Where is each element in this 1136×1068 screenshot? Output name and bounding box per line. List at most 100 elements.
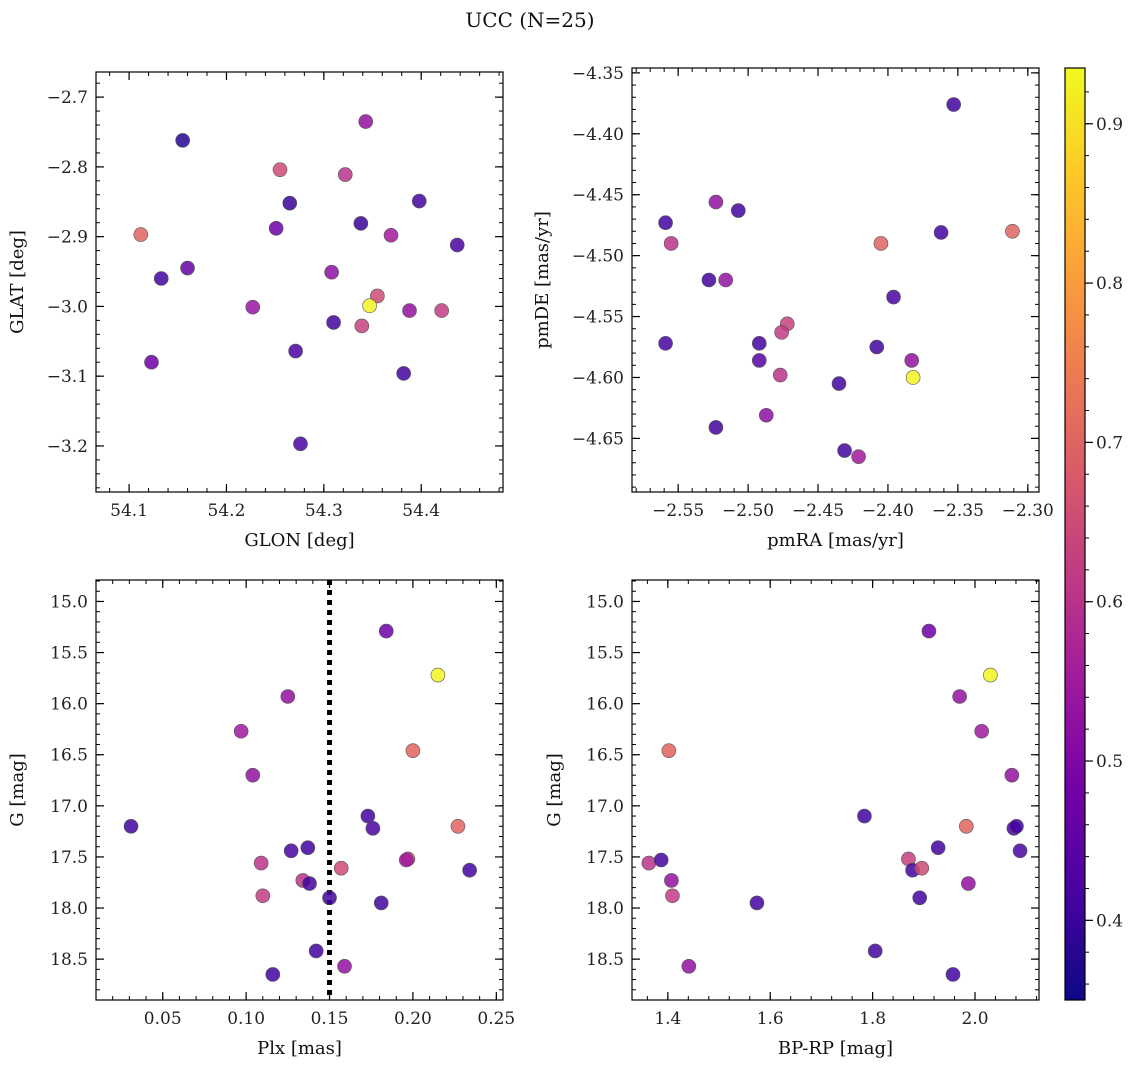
data-point <box>396 366 411 381</box>
x-tick-label: 0.10 <box>227 1009 265 1029</box>
data-point <box>353 216 369 231</box>
y-tick-label: −4.60 <box>572 368 624 388</box>
y-axis-label: pmDE [mas/yr] <box>532 211 553 349</box>
data-point <box>180 260 195 276</box>
data-point <box>867 943 883 959</box>
data-point <box>946 97 961 112</box>
x-tick-label: −2.45 <box>792 501 844 521</box>
data-point <box>322 890 337 906</box>
data-point <box>365 821 381 836</box>
x-tick-label: −2.30 <box>1002 501 1054 521</box>
y-axis-label: G [mag] <box>7 753 28 826</box>
data-point <box>255 888 271 904</box>
panel-3: 0.05 0.10 0.15 0.20 0.25 15.0 15.5 16.0 16.5 17.0… <box>7 579 515 1059</box>
colorbar-tick-label: 0.5 <box>1096 752 1123 772</box>
data-point <box>664 873 679 888</box>
data-point <box>1012 843 1028 859</box>
data-point <box>354 318 370 334</box>
x-tick-label: 2.0 <box>961 1009 988 1029</box>
data-point <box>288 343 303 359</box>
data-point <box>983 667 998 683</box>
data-point <box>337 167 353 182</box>
data-point <box>774 325 789 340</box>
x-tick-label: 1.6 <box>757 1009 784 1029</box>
data-point <box>641 855 657 871</box>
data-point <box>730 203 746 218</box>
panel-4: 1.4 1.6 1.8 2.0 15.0 15.5 16.0 16.5 17.0 17.5 18.0… <box>544 579 1040 1059</box>
data-point <box>658 336 673 351</box>
data-point <box>1004 767 1020 783</box>
x-tick-label: 0.20 <box>394 1009 432 1029</box>
data-point <box>373 895 389 911</box>
y-tick-label: 16.5 <box>50 746 88 766</box>
data-point <box>912 890 928 906</box>
y-tick-label: 18.0 <box>50 899 88 919</box>
data-point <box>280 689 296 704</box>
y-tick-label: 16.0 <box>50 695 88 715</box>
panel-1: 54.1 54.2 54.3 54.4 −3.2 −3.1 −3.0 −2.9 −2.8 −2.7… <box>7 71 504 551</box>
y-tick-label: −4.35 <box>572 64 624 84</box>
data-point <box>921 623 937 639</box>
y-tick-label: −3.0 <box>47 297 88 317</box>
y-tick-label: −4.65 <box>572 429 624 449</box>
data-point <box>402 303 417 318</box>
data-point <box>869 339 885 355</box>
data-point <box>914 860 930 876</box>
data-point <box>144 354 159 370</box>
data-point <box>772 367 788 383</box>
data-point <box>123 818 139 834</box>
y-tick-label: 18.5 <box>586 950 624 970</box>
data-point <box>333 860 349 876</box>
colorbar-gradient <box>1064 67 1086 1001</box>
data-point <box>959 818 974 834</box>
y-tick-label: 15.0 <box>586 592 624 612</box>
y-tick-label: 17.0 <box>586 797 624 817</box>
data-point <box>283 843 299 859</box>
data-point <box>945 967 961 982</box>
data-point <box>663 236 679 251</box>
x-tick-label: 0.05 <box>144 1009 182 1029</box>
y-tick-label: −3.2 <box>47 437 88 457</box>
data-point <box>886 289 901 305</box>
x-tick-label: 54.2 <box>208 501 246 521</box>
data-point <box>245 299 261 315</box>
data-point <box>831 376 847 391</box>
data-point <box>358 114 374 129</box>
x-axis-label: Plx [mas] <box>257 1038 342 1059</box>
data-point <box>133 227 149 242</box>
data-point <box>708 194 724 210</box>
y-axis-label: G [mag] <box>544 753 565 826</box>
data-point <box>718 272 734 288</box>
data-point <box>434 303 449 318</box>
data-point <box>751 336 767 351</box>
axes-frame <box>631 67 1040 493</box>
data-point <box>661 743 677 758</box>
data-point <box>378 623 394 639</box>
data-point <box>337 958 352 974</box>
data-point <box>749 895 765 911</box>
data-point <box>233 723 249 739</box>
x-tick-label: −2.50 <box>722 501 774 521</box>
data-point <box>961 876 976 891</box>
data-point <box>450 818 466 834</box>
y-tick-label: −4.45 <box>572 186 624 206</box>
data-point <box>1009 818 1024 834</box>
x-tick-label: −2.40 <box>862 501 914 521</box>
x-tick-label: 1.4 <box>654 1009 681 1029</box>
data-point <box>326 315 341 330</box>
data-point <box>857 808 872 824</box>
x-axis-label: BP-RP [mag] <box>778 1038 893 1059</box>
y-axis-label: GLAT [deg] <box>7 230 28 334</box>
data-point <box>665 888 680 904</box>
x-tick-label: 54.3 <box>305 501 343 521</box>
panel-2: −2.55 −2.50 −2.45 −2.40 −2.35 −2.30 −4.65 −4.60… <box>532 64 1054 551</box>
data-point <box>658 215 673 231</box>
data-point <box>282 195 298 211</box>
data-point <box>268 220 284 236</box>
y-tick-label: −4.55 <box>572 308 624 328</box>
y-tick-label: 15.5 <box>50 644 88 664</box>
x-axis-label: pmRA [mas/yr] <box>767 530 904 551</box>
data-point <box>302 876 317 891</box>
axes-frame <box>631 579 1040 1001</box>
